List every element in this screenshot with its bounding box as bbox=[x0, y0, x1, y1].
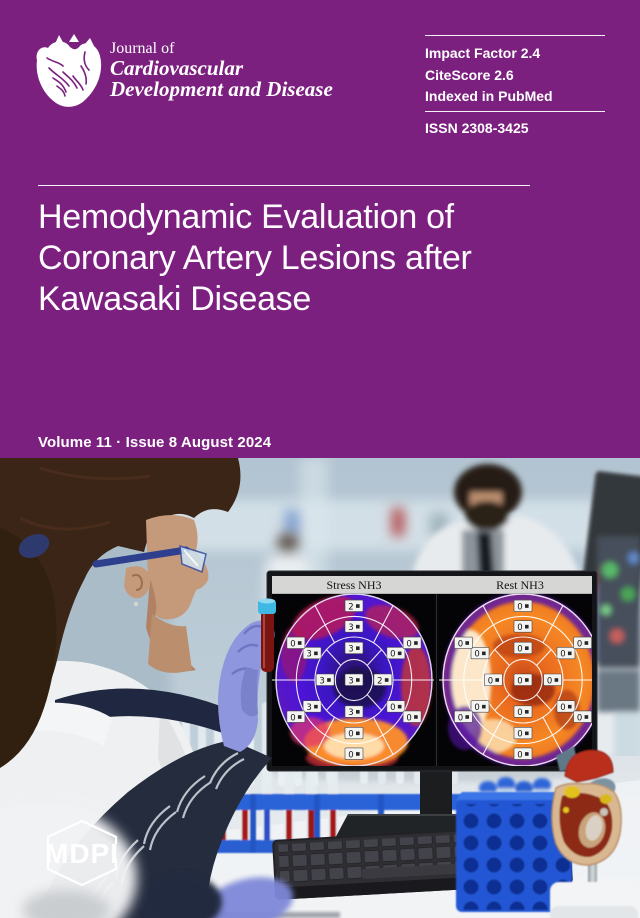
svg-text:0: 0 bbox=[474, 650, 479, 660]
heart-logo-arteries bbox=[46, 51, 90, 97]
sweater-collar bbox=[55, 688, 236, 738]
issue-title: Hemodynamic Evaluation of Coronary Arter… bbox=[38, 197, 530, 320]
rest-segment-labels: 0 0 0 0 0 0 0 0 0 0 0 0 0 0 0 0 0 bbox=[454, 599, 592, 760]
blood-tube bbox=[261, 610, 274, 672]
svg-text:0: 0 bbox=[406, 713, 411, 723]
svg-text:0: 0 bbox=[458, 639, 463, 649]
svg-text:0: 0 bbox=[290, 639, 295, 649]
heart-logo-body bbox=[36, 41, 102, 107]
svg-text:0: 0 bbox=[517, 623, 522, 633]
ponytail bbox=[0, 528, 57, 768]
svg-text:0: 0 bbox=[406, 639, 411, 649]
svg-text:0: 0 bbox=[488, 676, 493, 686]
svg-text:0: 0 bbox=[517, 730, 522, 740]
svg-text:0: 0 bbox=[517, 602, 522, 612]
rest-map-title: Rest NH3 bbox=[496, 578, 544, 592]
journal-name-line2: Development and Disease bbox=[110, 77, 333, 101]
svg-text:3: 3 bbox=[348, 645, 353, 655]
heart-logo-vessel-2 bbox=[69, 34, 79, 42]
blood-tube-cap bbox=[258, 600, 276, 614]
svg-text:0: 0 bbox=[474, 703, 479, 713]
issue-title-line2: Coronary Artery Lesions after bbox=[38, 239, 472, 277]
svg-text:0: 0 bbox=[458, 713, 463, 723]
svg-text:3: 3 bbox=[348, 623, 353, 633]
journal-metrics: Impact Factor 2.4 CiteScore 2.6 Indexed … bbox=[425, 35, 605, 108]
svg-text:3: 3 bbox=[348, 708, 353, 718]
stress-segment-labels: 3 3 2 3 3 3 0 0 0 3 3 2 0 0 0 0 0 bbox=[286, 599, 422, 760]
resting-glove bbox=[202, 877, 294, 918]
issn: ISSN 2308-3425 bbox=[425, 120, 529, 136]
mdpi-hexagon bbox=[46, 819, 118, 887]
neck bbox=[148, 614, 192, 673]
svg-text:0: 0 bbox=[517, 645, 522, 655]
ear bbox=[124, 566, 151, 599]
perfusion-monitor: Stress NH3 Rest NH3 bbox=[266, 570, 598, 772]
monitor-header-strip bbox=[272, 576, 592, 594]
cite-score: CiteScore 2.6 bbox=[425, 66, 514, 83]
svg-text:0: 0 bbox=[560, 650, 565, 660]
journal-heart-logo bbox=[36, 34, 102, 107]
svg-text:0: 0 bbox=[517, 708, 522, 718]
svg-text:0: 0 bbox=[547, 676, 552, 686]
svg-text:3: 3 bbox=[348, 676, 353, 686]
svg-text:0: 0 bbox=[348, 730, 353, 740]
svg-text:0: 0 bbox=[390, 650, 395, 660]
svg-text:0: 0 bbox=[517, 750, 522, 760]
test-tube-rack-right bbox=[456, 792, 572, 912]
svg-text:0: 0 bbox=[560, 703, 565, 713]
svg-text:0: 0 bbox=[517, 676, 522, 686]
svg-text:3: 3 bbox=[306, 650, 311, 660]
issue-title-line3: Kawasaki Disease bbox=[38, 280, 311, 318]
svg-text:3: 3 bbox=[319, 676, 324, 686]
svg-text:0: 0 bbox=[577, 639, 582, 649]
svg-text:0: 0 bbox=[577, 713, 582, 723]
svg-text:2: 2 bbox=[348, 602, 353, 612]
heart-model bbox=[550, 746, 638, 918]
stress-polar-map: 3 3 2 3 3 3 0 0 0 3 3 2 0 0 0 0 0 bbox=[272, 594, 448, 766]
hair bbox=[0, 458, 241, 718]
safety-glasses bbox=[92, 544, 207, 574]
svg-text:2: 2 bbox=[377, 676, 382, 686]
heart-logo-vessel-1 bbox=[55, 35, 64, 44]
issue-title-line1: Hemodynamic Evaluation of bbox=[38, 198, 454, 236]
svg-text:0: 0 bbox=[390, 703, 395, 713]
svg-text:3: 3 bbox=[306, 703, 311, 713]
svg-text:0: 0 bbox=[290, 713, 295, 723]
journal-name: Journal of Cardiovascular Development an… bbox=[110, 40, 333, 100]
impact-factor: Impact Factor 2.4 bbox=[425, 45, 541, 61]
cover-photo: Stress NH3 Rest NH3 bbox=[0, 458, 640, 918]
hair-tie bbox=[18, 533, 50, 559]
volume-issue-line: Volume 11 · Issue 8 August 2024 bbox=[38, 434, 272, 451]
indexed-in: Indexed in PubMed bbox=[425, 88, 553, 104]
issn-block: ISSN 2308-3425 bbox=[425, 111, 605, 136]
mdpi-wordmark: MDPI bbox=[45, 838, 119, 869]
rest-polar-map: 0 0 0 0 0 0 0 0 0 0 0 0 0 0 0 0 0 bbox=[440, 594, 592, 766]
svg-text:0: 0 bbox=[348, 750, 353, 760]
issue-title-block: Hemodynamic Evaluation of Coronary Arter… bbox=[38, 185, 530, 320]
face bbox=[146, 515, 209, 620]
stress-map-title: Stress NH3 bbox=[326, 578, 381, 592]
mdpi-logo: MDPI bbox=[45, 819, 119, 887]
journal-name-prefix: Journal of bbox=[110, 40, 175, 57]
heart-logo-vessel-3 bbox=[85, 38, 94, 46]
gloved-hand bbox=[218, 598, 276, 752]
journal-name-line1: Cardiovascular bbox=[110, 56, 244, 80]
